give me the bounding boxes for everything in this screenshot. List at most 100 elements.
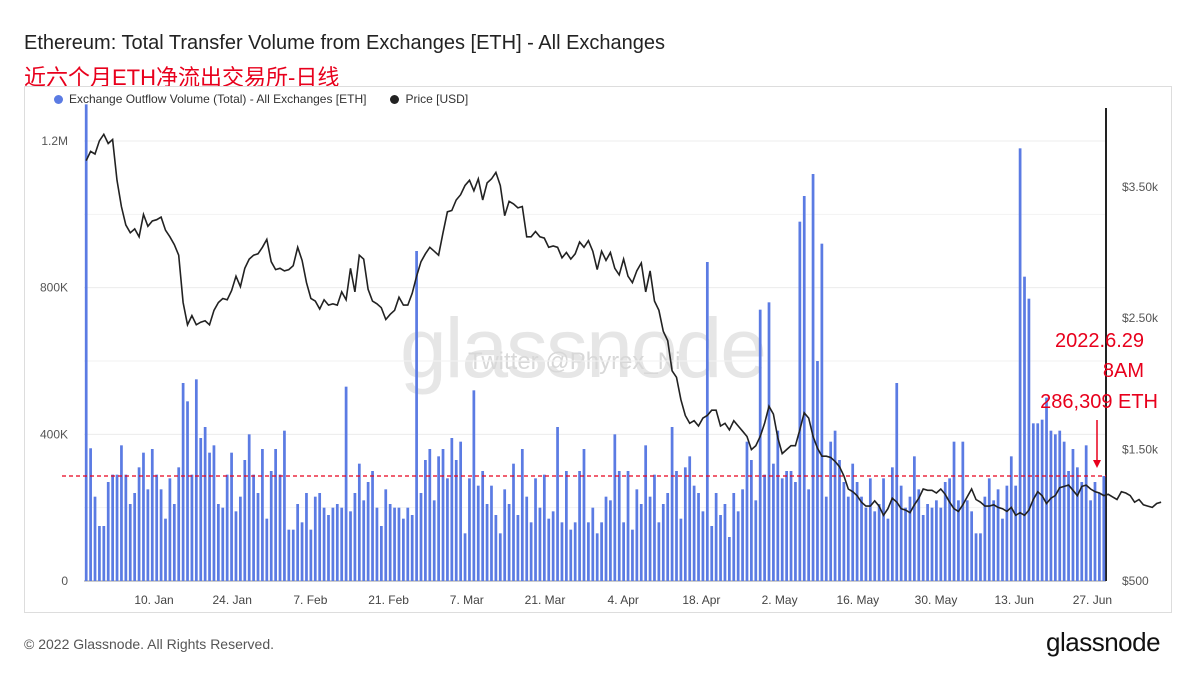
outflow-bar	[208, 452, 211, 581]
outflow-bar	[485, 504, 489, 581]
outflow-bar	[410, 515, 414, 581]
x-tick-label: 24. Jan	[213, 593, 252, 607]
outflow-bar	[498, 533, 502, 581]
outflow-bar	[1080, 482, 1084, 581]
outflow-bar	[930, 507, 934, 581]
outflow-bar	[868, 478, 872, 581]
copyright: © 2022 Glassnode. All Rights Reserved.	[24, 636, 275, 652]
outflow-bar	[106, 482, 110, 581]
outflow-bar	[974, 533, 978, 581]
outflow-bar	[384, 489, 388, 581]
outflow-bar	[247, 434, 251, 581]
outflow-bar	[1071, 449, 1075, 581]
outflow-bar	[98, 526, 101, 581]
outflow-bar	[287, 529, 291, 581]
outflow-bar	[516, 515, 520, 581]
outflow-bar	[534, 478, 537, 581]
outflow-bar	[670, 427, 674, 581]
outflow-bar	[494, 515, 498, 581]
glassnode-logo: glassnode	[1046, 627, 1161, 657]
right-tick-label: $1.50k	[1122, 443, 1159, 457]
outflow-bar	[1023, 276, 1026, 581]
outflow-bar	[424, 460, 427, 581]
outflow-bar	[234, 511, 238, 581]
outflow-bar	[1098, 493, 1101, 581]
x-tick-label: 7. Mar	[450, 593, 484, 607]
outflow-bar	[115, 474, 119, 581]
outflow-bar	[622, 522, 625, 581]
legend-dot-price	[390, 94, 400, 104]
outflow-bar	[393, 507, 396, 581]
outflow-bar	[833, 430, 837, 581]
outflow-bar	[578, 471, 581, 581]
outflow-bar	[512, 463, 515, 581]
outflow-bar	[873, 511, 877, 581]
outflow-bar	[705, 262, 709, 581]
x-tick-label: 10. Jan	[134, 593, 173, 607]
outflow-bar	[463, 533, 467, 581]
outflow-bar	[437, 456, 440, 581]
outflow-bar	[957, 500, 960, 581]
left-tick-label: 400K	[40, 427, 68, 441]
outflow-bar	[824, 496, 828, 581]
outflow-bar	[811, 174, 815, 581]
outflow-bar	[503, 489, 507, 581]
outflow-bar	[895, 383, 899, 581]
outflow-bar	[216, 504, 220, 581]
outflow-bar	[719, 515, 722, 581]
outflow-bar	[137, 467, 141, 581]
left-tick-label: 0	[61, 574, 68, 588]
outflow-bar	[617, 471, 621, 581]
outflow-bar	[199, 438, 203, 581]
outflow-bar	[926, 504, 929, 581]
outflow-bar	[177, 467, 181, 581]
outflow-bar	[996, 489, 1000, 581]
outflow-bar	[767, 302, 771, 581]
outflow-bar	[261, 449, 264, 581]
outflow-bar	[1045, 397, 1048, 581]
outflow-bar	[1018, 148, 1022, 582]
outflow-bar	[525, 496, 529, 581]
outflow-bar	[252, 474, 255, 581]
outflow-bar	[600, 522, 603, 581]
outflow-bar	[89, 448, 92, 581]
left-tick-label: 1.2M	[41, 134, 68, 148]
outflow-bar	[239, 496, 242, 581]
outflow-bar	[644, 445, 648, 581]
annotation-date: 2022.6.29	[1055, 330, 1144, 352]
outflow-bar	[415, 251, 418, 581]
outflow-bar	[1062, 441, 1066, 581]
outflow-bar	[375, 507, 379, 581]
legend-item-price[interactable]: Price [USD]	[390, 92, 468, 106]
outflow-bar	[93, 496, 97, 581]
outflow-bar	[362, 500, 366, 581]
x-tick-label: 4. Apr	[608, 593, 639, 607]
outflow-bar	[838, 460, 841, 581]
outflow-bar	[961, 441, 965, 581]
outflow-bar	[419, 493, 423, 581]
outflow-bar	[1036, 423, 1040, 581]
outflow-bar	[987, 478, 991, 581]
watermark: glassnode	[400, 301, 767, 395]
outflow-bar	[648, 496, 652, 581]
chart-frame	[24, 86, 1172, 613]
outflow-bar	[789, 471, 793, 581]
outflow-bar	[1089, 500, 1092, 581]
x-tick-label: 16. May	[836, 593, 879, 607]
outflow-bar	[727, 537, 731, 581]
outflow-bar	[908, 496, 912, 581]
outflow-bar	[935, 500, 938, 581]
outflow-bar	[626, 471, 630, 581]
right-tick-label: $3.50k	[1122, 180, 1159, 194]
outflow-bar	[890, 467, 894, 581]
outflow-bar	[565, 471, 568, 581]
outflow-bar	[882, 478, 885, 581]
legend-item-outflow[interactable]: Exchange Outflow Volume (Total) - All Ex…	[54, 92, 366, 106]
x-tick-label: 13. Jun	[995, 593, 1034, 607]
outflow-bar	[133, 493, 137, 581]
outflow-bar	[397, 507, 401, 581]
outflow-bar	[785, 471, 788, 581]
outflow-bar	[476, 485, 480, 581]
legend: Exchange Outflow Volume (Total) - All Ex…	[54, 92, 468, 106]
outflow-bar	[305, 493, 308, 581]
